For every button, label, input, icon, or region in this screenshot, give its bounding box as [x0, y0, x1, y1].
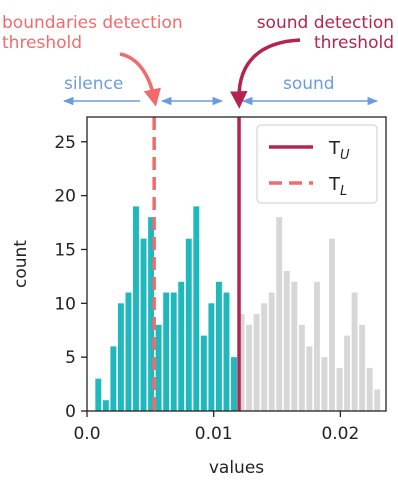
y-tick-label: 0	[65, 402, 76, 422]
histogram-bar	[185, 238, 192, 411]
histogram-bar	[102, 400, 109, 411]
y-tick-label: 20	[54, 187, 76, 207]
histogram-bar	[95, 378, 102, 411]
histogram-bar	[253, 314, 260, 411]
histogram-bar	[200, 335, 207, 411]
histogram-bars	[95, 206, 381, 411]
y-axis-title: count	[11, 240, 31, 288]
x-tick-label: 0.0	[73, 424, 100, 444]
axes: 0.0 0.01 0.02 0 5 10 15 20 25 values count	[11, 116, 387, 478]
histogram-bar	[306, 346, 313, 411]
histogram-bar	[223, 292, 230, 411]
histogram-bar	[276, 217, 283, 411]
histogram-bar	[193, 206, 200, 411]
histogram-bar	[125, 292, 132, 411]
threshold-lines	[152, 117, 241, 411]
boundaries-annotation-line1: boundaries detection	[2, 13, 183, 33]
histogram-bar	[133, 206, 139, 411]
y-tick-label: 5	[65, 348, 76, 368]
histogram-bar	[170, 292, 177, 411]
annotation-arrows	[62, 38, 379, 109]
sound-threshold-annotation: sound detection threshold	[257, 13, 394, 53]
histogram-bar	[155, 324, 162, 411]
histogram-bar	[208, 303, 215, 411]
sound-label: sound	[283, 74, 335, 94]
histogram-bar	[374, 389, 381, 411]
histogram-bar	[298, 324, 305, 411]
histogram-bar	[336, 367, 343, 411]
histogram-bar	[215, 281, 222, 411]
histogram-bar	[261, 303, 268, 411]
histogram-bar	[344, 335, 351, 411]
histogram-bar	[359, 324, 366, 411]
sound-pointer-arrow	[230, 38, 301, 109]
histogram-bar	[321, 357, 328, 411]
histogram-bar	[329, 238, 335, 411]
histogram-bar	[178, 281, 185, 411]
boundaries-threshold-annotation: boundaries detection threshold	[2, 13, 183, 53]
plot-frame	[86, 116, 387, 412]
legend-box	[256, 124, 378, 204]
y-tick-label: 10	[54, 294, 76, 314]
histogram-bar	[148, 217, 155, 411]
x-tick-label: 0.02	[321, 424, 359, 444]
histogram-bar	[231, 357, 237, 411]
histogram-bar	[246, 324, 253, 411]
histogram-bar	[117, 303, 124, 411]
histogram-bar	[268, 292, 275, 411]
x-axis-title: values	[209, 458, 264, 478]
sound-annotation-line1: sound detection	[256, 13, 394, 33]
histogram-bar	[313, 281, 320, 411]
histogram-bar	[291, 281, 298, 411]
histogram-bar	[163, 292, 170, 411]
boundaries-pointer-arrow	[119, 52, 161, 107]
x-tick-label: 0.01	[195, 424, 233, 444]
y-tick-label: 25	[54, 133, 76, 153]
histogram-bar	[283, 271, 290, 411]
histogram-bar	[238, 314, 245, 411]
histogram-bar	[110, 346, 117, 411]
boundaries-annotation-line2: threshold	[2, 33, 83, 53]
y-tick-label: 15	[54, 240, 76, 260]
silence-label: silence	[64, 74, 124, 94]
histogram-bar	[366, 367, 373, 411]
sound-annotation-line2: threshold	[313, 33, 394, 53]
histogram-bar	[140, 238, 147, 411]
histogram-bar	[351, 292, 358, 411]
